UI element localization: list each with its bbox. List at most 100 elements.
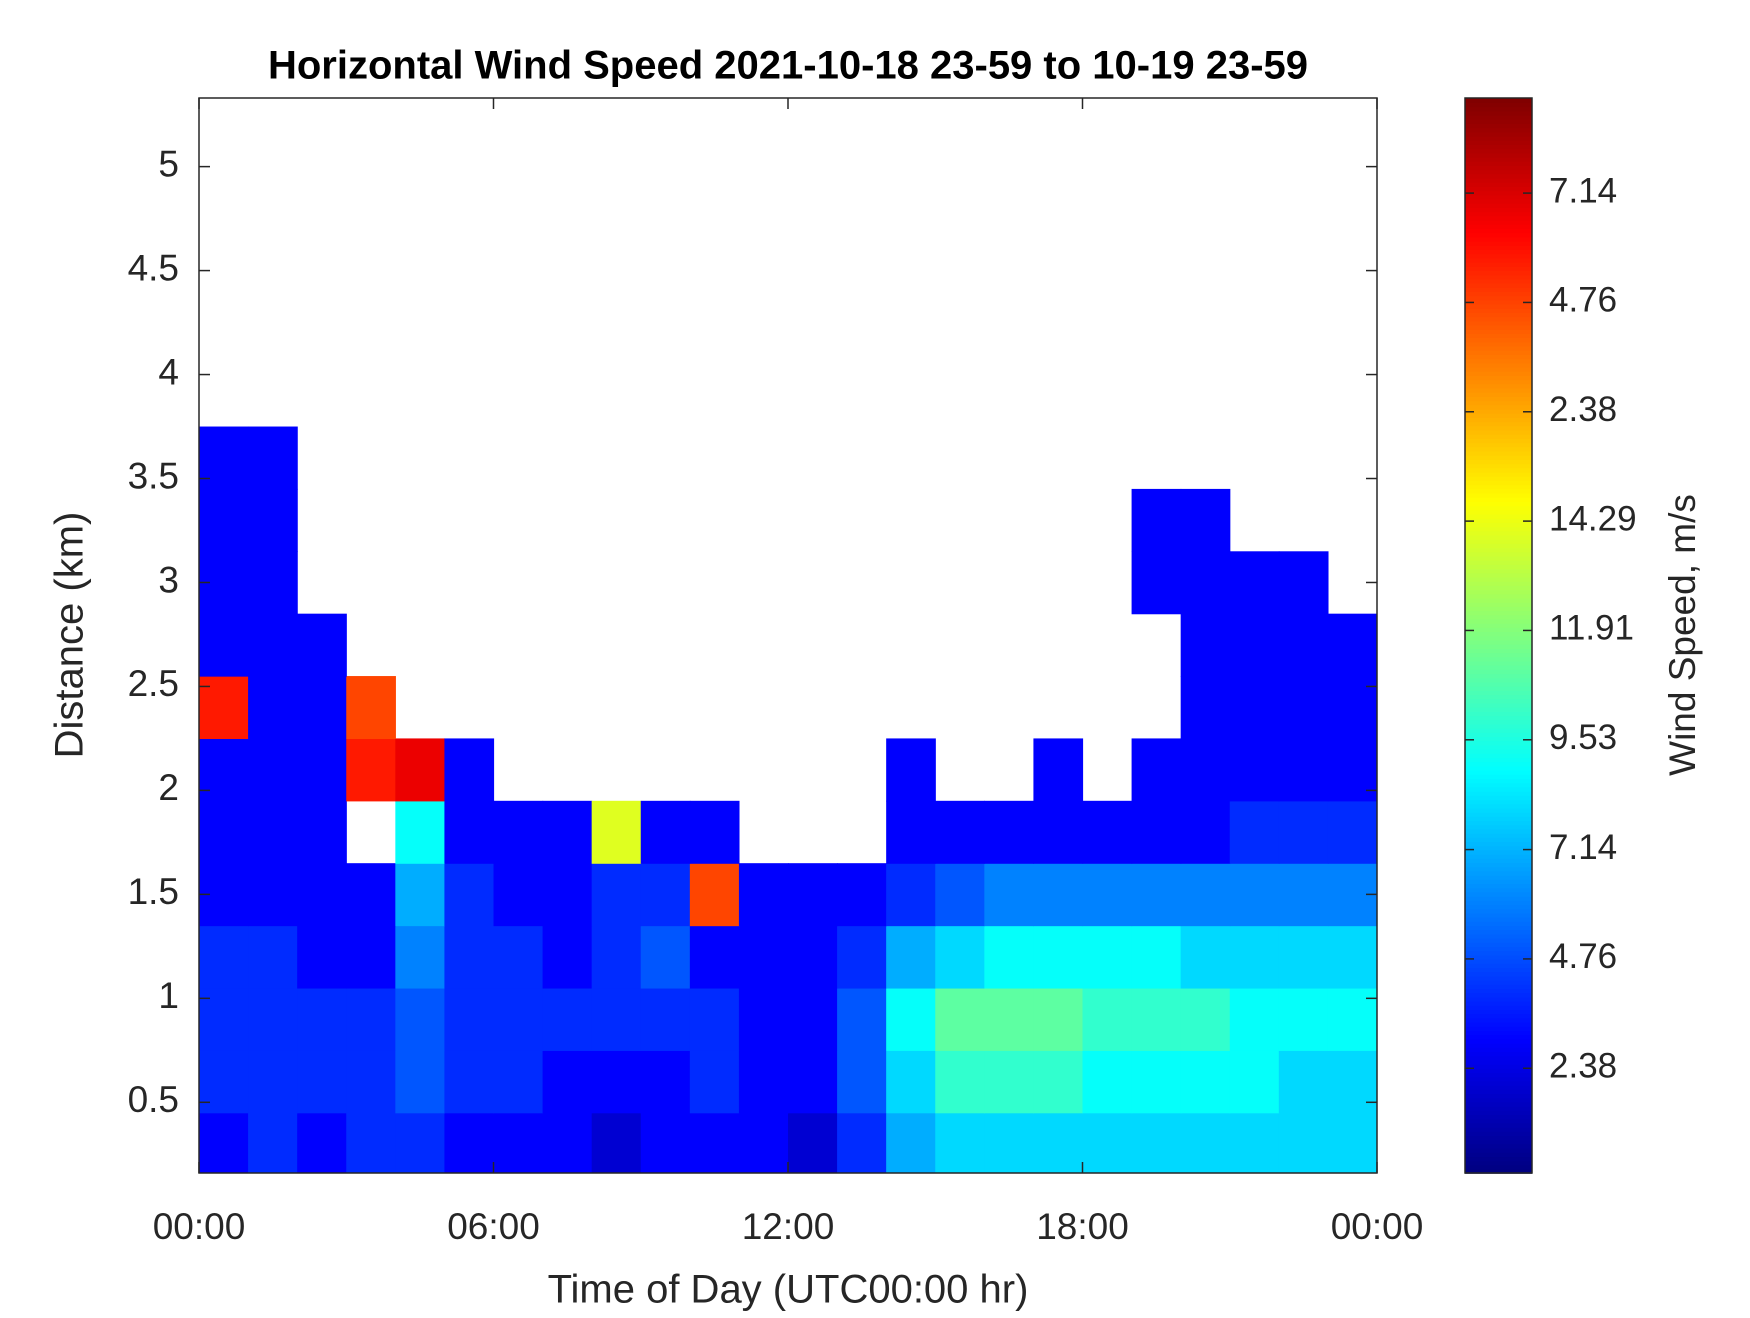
heat-cell	[886, 987, 936, 1051]
colorbar-swatch	[1465, 442, 1532, 448]
heat-cell	[1327, 676, 1377, 740]
heat-cell	[788, 925, 838, 989]
colorbar-swatch	[1465, 719, 1532, 725]
heat-cell	[1131, 1112, 1182, 1173]
colorbar-swatch	[1465, 1089, 1532, 1095]
colorbar-swatch	[1465, 803, 1532, 809]
heat-cell	[1278, 613, 1329, 677]
heat-cell	[1180, 1112, 1231, 1173]
heat-cell	[1131, 925, 1182, 989]
colorbar-tick-label: 2.38	[1549, 1047, 1617, 1086]
y-tick-label: 3	[158, 559, 179, 600]
heat-cell	[689, 1050, 740, 1114]
colorbar-swatch	[1465, 471, 1532, 477]
heat-cell	[1082, 925, 1133, 989]
heat-cell	[1278, 738, 1329, 802]
heat-cell	[542, 800, 593, 864]
heat-cell	[984, 863, 1035, 927]
colorbar-swatch	[1465, 488, 1532, 494]
heat-cell	[1180, 800, 1231, 864]
colorbar-swatch	[1465, 526, 1532, 532]
heat-cell	[1131, 738, 1182, 802]
colorbar-swatch	[1465, 320, 1532, 326]
heat-cell	[1327, 1112, 1377, 1173]
heat-cell	[640, 1112, 691, 1173]
x-tick-label: 18:00	[1036, 1206, 1129, 1247]
heat-cell	[542, 863, 593, 927]
colorbar-swatch	[1465, 459, 1532, 465]
colorbar-swatch	[1465, 975, 1532, 981]
colorbar-swatch	[1465, 417, 1532, 423]
x-tick-label: 00:00	[1331, 1206, 1424, 1247]
colorbar-swatch	[1465, 895, 1532, 901]
heat-cell	[493, 1112, 544, 1173]
heat-cell	[444, 800, 495, 864]
heat-cell	[1278, 551, 1329, 615]
heat-cell	[199, 426, 249, 490]
colorbar-swatch	[1465, 207, 1532, 213]
colorbar-swatch	[1465, 396, 1532, 402]
colorbar-swatch	[1465, 1110, 1532, 1116]
heat-cell	[248, 551, 298, 615]
colorbar-swatch	[1465, 547, 1532, 553]
colorbar-swatch	[1465, 194, 1532, 200]
colorbar-swatch	[1465, 853, 1532, 859]
colorbar-swatch	[1465, 438, 1532, 444]
colorbar-swatch	[1465, 295, 1532, 301]
colorbar-swatch	[1465, 858, 1532, 864]
heat-cell	[248, 488, 298, 552]
colorbar-swatch	[1465, 925, 1532, 931]
colorbar-swatch	[1465, 240, 1532, 246]
colorbar-swatch	[1465, 555, 1532, 561]
colorbar-swatch	[1465, 110, 1532, 116]
colorbar-swatch	[1465, 534, 1532, 540]
colorbar-swatch	[1465, 786, 1532, 792]
colorbar-swatch	[1465, 673, 1532, 679]
colorbar-swatch	[1465, 643, 1532, 649]
colorbar-swatch	[1465, 123, 1532, 129]
heat-cell	[1131, 800, 1182, 864]
colorbar-swatch	[1465, 669, 1532, 675]
colorbar-swatch	[1465, 887, 1532, 893]
colorbar-swatch	[1465, 408, 1532, 414]
colorbar-swatch	[1465, 908, 1532, 914]
colorbar-swatch	[1465, 1156, 1532, 1162]
heat-cell	[395, 738, 446, 802]
heat-cell	[837, 1050, 887, 1114]
heat-cell	[1229, 800, 1280, 864]
colorbar-swatch	[1465, 824, 1532, 830]
heat-cell	[395, 800, 446, 864]
colorbar-swatch	[1465, 165, 1532, 171]
colorbar-swatch	[1465, 845, 1532, 851]
colorbar-swatch	[1465, 244, 1532, 250]
heat-cell	[542, 1050, 593, 1114]
heat-cell	[1229, 613, 1280, 677]
x-tick-label: 06:00	[447, 1206, 540, 1247]
colorbar-swatch	[1465, 144, 1532, 150]
heat-cell	[297, 1112, 347, 1173]
y-tick-label: 4	[158, 351, 179, 392]
colorbar-swatch	[1465, 937, 1532, 943]
colorbar-swatch	[1465, 1042, 1532, 1048]
colorbar-swatch	[1465, 316, 1532, 322]
colorbar-swatch	[1465, 253, 1532, 259]
colorbar-swatch	[1465, 1030, 1532, 1036]
heat-cell	[1033, 800, 1084, 864]
colorbar-swatch	[1465, 492, 1532, 498]
y-tick-label: 2.5	[128, 663, 179, 704]
colorbar-swatch	[1465, 114, 1532, 120]
colorbar-swatch	[1465, 278, 1532, 284]
colorbar-swatch	[1465, 816, 1532, 822]
heat-cell	[542, 1112, 593, 1173]
heat-cell	[297, 1050, 347, 1114]
colorbar-swatch	[1465, 412, 1532, 418]
colorbar-swatch	[1465, 559, 1532, 565]
heat-cell	[886, 925, 936, 989]
heat-cell	[640, 863, 691, 927]
heat-cell	[444, 987, 495, 1051]
colorbar-swatch	[1465, 551, 1532, 557]
colorbar-swatch	[1465, 1160, 1532, 1166]
heat-cell	[935, 863, 985, 927]
colorbar-swatch	[1465, 618, 1532, 624]
colorbar-swatch	[1465, 656, 1532, 662]
